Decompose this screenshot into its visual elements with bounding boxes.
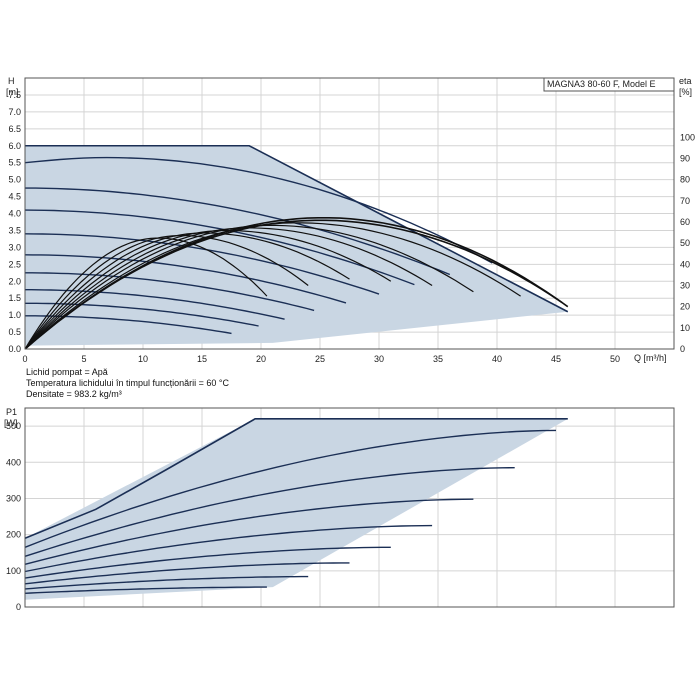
y-axis-unit-w: [W] <box>4 418 18 428</box>
x-tick-label: 45 <box>551 354 561 364</box>
x-tick-label: 35 <box>433 354 443 364</box>
top-efficiency-curves <box>24 217 569 350</box>
eta-tick-label: 60 <box>680 217 690 227</box>
x-tick-label: 15 <box>197 354 207 364</box>
power-curve-4 <box>24 498 474 565</box>
power-curve-2 <box>24 429 557 548</box>
info-density: Densitate = 983.2 kg/m³ <box>26 389 122 399</box>
eta-tick-label: 50 <box>680 238 690 248</box>
y-tick-label: 5.0 <box>8 175 21 185</box>
eta-tick-label: 70 <box>680 196 690 206</box>
eta-tick-label: 20 <box>680 302 690 312</box>
y-axis-unit-m: [m] <box>6 87 19 97</box>
eta-tick-label: 0 <box>680 344 685 354</box>
x-tick-label: 5 <box>81 354 86 364</box>
info-temperature: Temperatura lichidului în timpul funcțio… <box>26 378 229 388</box>
y-tick-label: 0.0 <box>8 344 21 354</box>
eta-tick-label: 100 <box>680 132 695 142</box>
head-curve-2 <box>25 187 451 276</box>
eta-tick-label: 80 <box>680 175 690 185</box>
power-curve-5 <box>24 524 433 573</box>
x-tick-label: 10 <box>138 354 148 364</box>
efficiency-curve-9 <box>24 237 268 350</box>
bottom-power-curves <box>24 418 568 594</box>
efficiency-curve-4 <box>24 224 474 350</box>
y-tick-label: 6.0 <box>8 141 21 151</box>
info-fluid: Lichid pompat = Apă <box>26 367 108 377</box>
bottom-chart-axes: 0 100 200 300 400 500 <box>6 407 675 612</box>
chart-title-model: MAGNA3 80-60 F, Model E <box>547 79 656 89</box>
x-tick-label: 0 <box>22 354 27 364</box>
x-axis-label-q: Q [m³/h] <box>634 353 667 363</box>
x-tick-label: 20 <box>256 354 266 364</box>
power-curve-7 <box>24 562 350 585</box>
head-curve-6 <box>25 272 315 312</box>
x-tick-label: 50 <box>610 354 620 364</box>
power-curve-8 <box>24 575 309 590</box>
y-tick-label: 5.5 <box>8 158 21 168</box>
head-curve-7 <box>25 289 285 320</box>
max-power-curve <box>24 418 568 539</box>
bottom-power-range <box>25 418 568 600</box>
top-head-curves <box>24 156 493 335</box>
p1-tick-label: 0 <box>16 602 21 612</box>
efficiency-curve-2 <box>24 219 563 350</box>
y-tick-label: 3.5 <box>8 225 21 235</box>
head-curve-4 <box>24 233 380 295</box>
head-curve-1 <box>24 156 493 264</box>
y-axis-label-h: H <box>8 76 15 86</box>
eta-tick-label: 90 <box>680 153 690 163</box>
y-tick-label: 2.0 <box>8 276 21 286</box>
power-range-area <box>25 418 568 600</box>
secondary-axis-label-eta: eta <box>679 76 692 86</box>
efficiency-curve-3 <box>24 222 521 350</box>
max-curve <box>25 144 569 313</box>
p1-tick-label: 500 <box>6 421 21 431</box>
p1-tick-label: 400 <box>6 457 21 467</box>
y-tick-label: 0.5 <box>8 327 21 337</box>
y-tick-label: 6.5 <box>8 124 21 134</box>
efficiency-curve-6 <box>24 229 392 350</box>
power-curve-9 <box>24 586 267 594</box>
x-tick-label: 25 <box>315 354 325 364</box>
eta-tick-label: 10 <box>680 323 690 333</box>
head-curve-5 <box>24 254 347 304</box>
power-curve-3 <box>24 467 515 557</box>
x-tick-label: 40 <box>492 354 502 364</box>
eta-tick-label: 30 <box>680 280 690 290</box>
x-tick-label: 30 <box>374 354 384 364</box>
y-tick-label: 4.5 <box>8 192 21 202</box>
p1-tick-label: 300 <box>6 493 21 503</box>
head-curve-3 <box>24 209 415 286</box>
power-curve-6 <box>24 546 391 579</box>
y-tick-label: 2.5 <box>8 259 21 269</box>
y-tick-label: 3.0 <box>8 242 21 252</box>
efficiency-curve-7 <box>24 232 350 350</box>
y-tick-label: 1.0 <box>8 310 21 320</box>
p1-tick-label: 200 <box>6 530 21 540</box>
y-tick-label: 7.0 <box>8 107 21 117</box>
y-tick-label: 7.5 <box>8 90 21 100</box>
y-axis-label-p1: P1 <box>6 407 17 417</box>
y-tick-label: 1.5 <box>8 293 21 303</box>
efficiency-curve-8 <box>24 234 309 350</box>
p1-tick-label: 100 <box>6 566 21 576</box>
top-chart-axes: 0.0 0.5 1.0 1.5 2.0 2.5 3.0 3.5 4.0 4.5 5.0 5.5 6.0 6… <box>8 77 695 364</box>
y-tick-label: 4.0 <box>8 209 21 219</box>
eta-tick-label: 40 <box>680 259 690 269</box>
secondary-axis-unit-pct: [%] <box>679 87 692 97</box>
model-label-box <box>543 77 675 92</box>
efficiency-curve-5 <box>24 227 433 350</box>
